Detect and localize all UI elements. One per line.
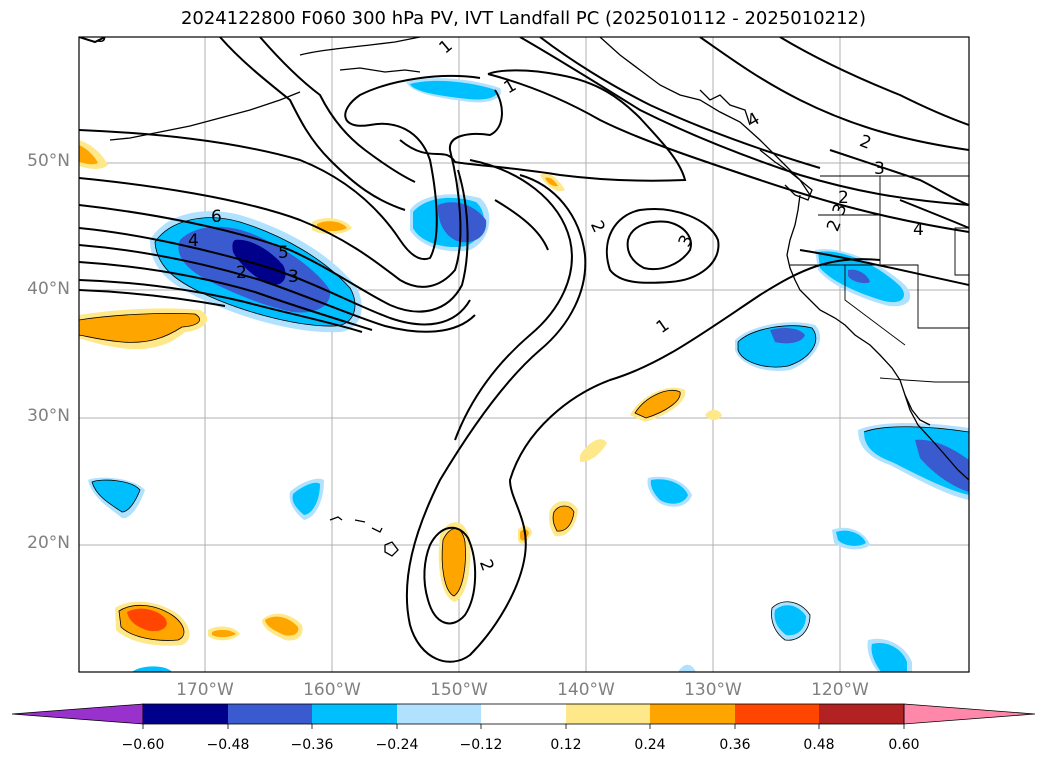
lon-label: 150°W <box>430 680 488 700</box>
colorbar-tick-label: −0.48 <box>206 737 250 753</box>
colorbar-segment <box>143 704 228 724</box>
lat-label: 20°N <box>27 533 70 553</box>
contour-label: 6 <box>211 207 222 227</box>
colorbar-max-extension <box>903 703 1036 725</box>
contour-label: 3 <box>288 267 299 287</box>
colorbar-tick-label: 0.24 <box>634 737 666 753</box>
lon-label: 130°W <box>684 680 742 700</box>
colorbar <box>11 703 1036 729</box>
colorbar-segment <box>397 704 481 724</box>
lon-label: 170°W <box>176 680 234 700</box>
colorbar-tick-label: 0.12 <box>550 737 582 753</box>
colorbar-segment <box>228 704 312 724</box>
contour-label: 4 <box>913 220 924 240</box>
colorbar-segment <box>566 704 650 724</box>
lat-label: 30°N <box>27 406 70 426</box>
colorbar-tick-label: −0.60 <box>121 737 165 753</box>
lon-label: 160°W <box>303 680 361 700</box>
colorbar-tick-label: −0.24 <box>375 737 419 753</box>
colorbar-tick-label: 0.48 <box>803 737 835 753</box>
colorbar-frame <box>142 703 905 725</box>
colorbar-segment <box>735 704 819 724</box>
colorbar-segment <box>481 704 566 724</box>
colorbar-segment <box>819 704 904 724</box>
colorbar-tick-label: 0.60 <box>888 737 920 753</box>
negative-shading <box>88 78 969 672</box>
lon-label: 120°W <box>811 680 869 700</box>
contour-label: 5 <box>96 27 107 47</box>
colorbar-min-extension <box>11 703 144 725</box>
colorbar-tick-label: −0.36 <box>290 737 334 753</box>
colorbar-segment <box>650 704 735 724</box>
map-frame <box>78 36 970 673</box>
contour-label: 2 <box>838 188 849 208</box>
lon-label: 140°W <box>557 680 615 700</box>
pv-contours <box>79 37 969 663</box>
lat-label: 50°N <box>27 151 70 171</box>
shading-outlines <box>79 217 969 641</box>
colorbar-tick-label: 0.36 <box>719 737 751 753</box>
contour-label: 2 <box>236 263 247 283</box>
coastlines <box>109 37 969 557</box>
contour-label: 3 <box>874 159 885 179</box>
map-background <box>79 37 969 672</box>
contour-label: 5 <box>278 243 289 263</box>
contour-label: 4 <box>188 231 199 251</box>
lat-label: 40°N <box>27 279 70 299</box>
political-borders <box>790 175 969 383</box>
colorbar-segment <box>312 704 397 724</box>
colorbar-tick-label: −0.12 <box>459 737 503 753</box>
chart-title: 2024122800 F060 300 hPa PV, IVT Landfall… <box>180 8 867 29</box>
